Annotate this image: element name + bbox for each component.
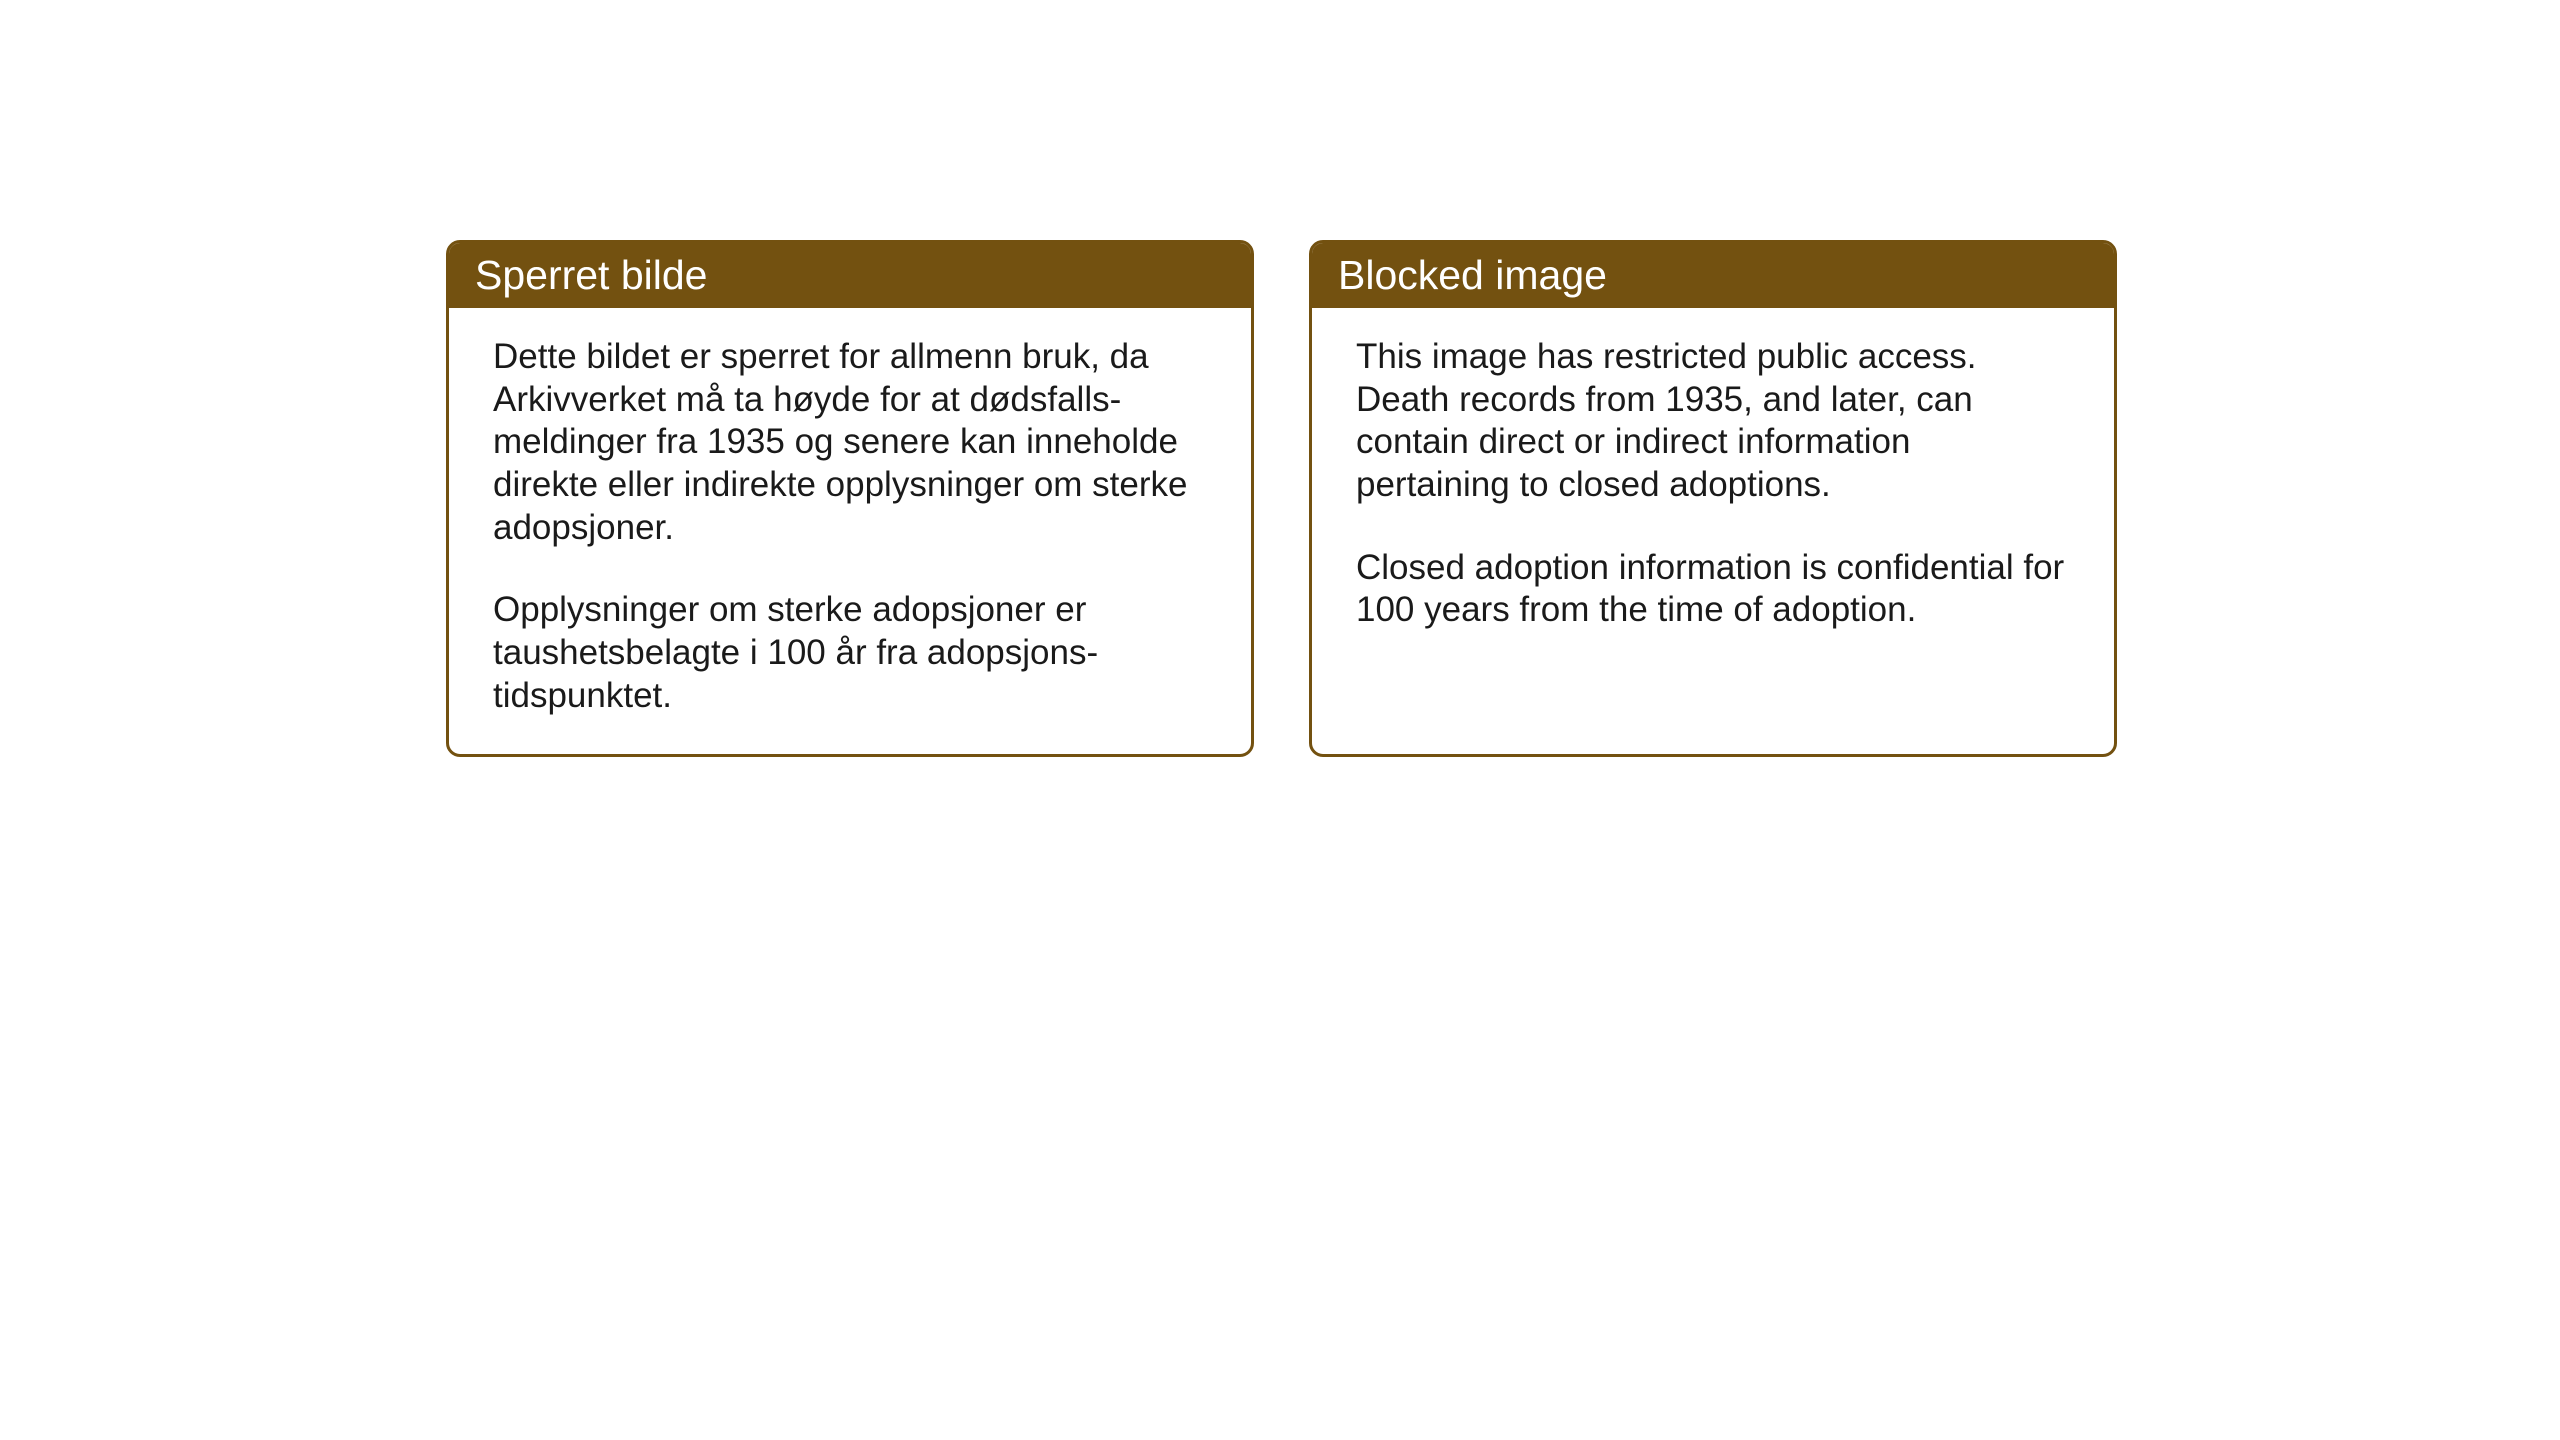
notice-card-english: Blocked image This image has restricted … <box>1309 240 2117 757</box>
notice-card-norwegian: Sperret bilde Dette bildet er sperret fo… <box>446 240 1254 757</box>
card-paragraph-2-norwegian: Opplysninger om sterke adopsjoner er tau… <box>493 589 1207 717</box>
card-paragraph-1-english: This image has restricted public access.… <box>1356 336 2070 507</box>
card-header-norwegian: Sperret bilde <box>449 243 1251 308</box>
card-paragraph-1-norwegian: Dette bildet er sperret for allmenn bruk… <box>493 336 1207 549</box>
notice-cards-container: Sperret bilde Dette bildet er sperret fo… <box>446 240 2117 757</box>
card-title-norwegian: Sperret bilde <box>475 252 707 298</box>
card-body-english: This image has restricted public access.… <box>1312 308 2114 698</box>
card-paragraph-2-english: Closed adoption information is confident… <box>1356 547 2070 632</box>
card-title-english: Blocked image <box>1338 252 1607 298</box>
card-body-norwegian: Dette bildet er sperret for allmenn bruk… <box>449 308 1251 754</box>
card-header-english: Blocked image <box>1312 243 2114 308</box>
